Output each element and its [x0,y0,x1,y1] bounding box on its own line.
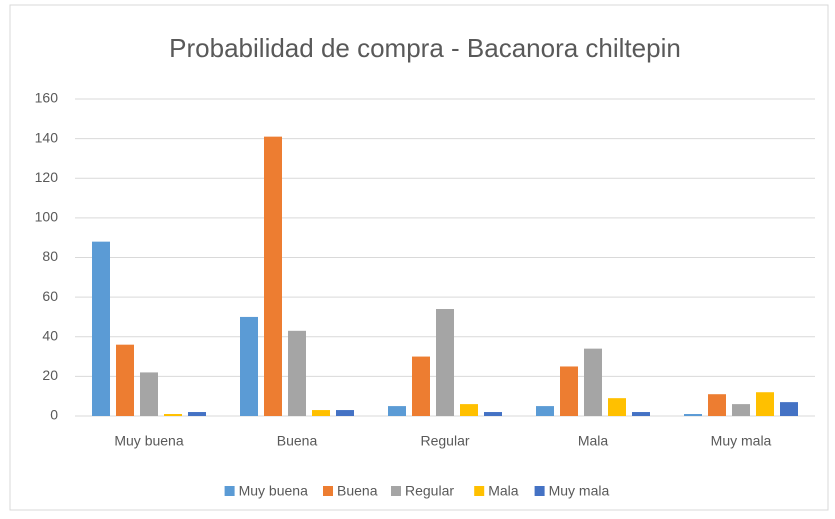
bar [684,414,702,416]
bar [560,366,578,416]
legend-label: Regular [405,483,454,499]
bar [264,136,282,417]
y-tick-label: 140 [35,129,59,145]
bar [312,410,330,416]
y-tick-label: 60 [42,288,58,304]
legend-swatch [474,486,485,496]
x-tick-label: Mala [578,433,609,449]
legend-label: Muy buena [239,483,308,499]
bar [92,241,110,416]
bar [756,392,774,416]
bar [780,402,798,416]
bar [388,406,406,416]
bar [584,348,602,416]
legend-swatch [323,486,333,496]
y-tick-label: 40 [42,327,58,343]
y-tick-label: 120 [35,169,59,185]
legend-swatch [534,486,545,496]
bar [116,344,134,416]
legend-swatch [224,486,235,496]
bar [140,372,158,416]
legend-label: Mala [488,483,519,499]
x-tick-label: Regular [420,433,469,449]
x-tick-label: Muy buena [114,433,183,449]
y-tick-label: 80 [42,248,58,264]
bar [708,394,726,416]
legend-label: Buena [337,483,378,499]
y-tick-label: 100 [35,209,59,225]
bar [188,412,206,416]
chart-title: Probabilidad de compra - Bacanora chilte… [169,33,681,63]
bar [460,404,478,416]
y-tick-label: 20 [42,367,58,383]
legend-label: Muy mala [549,483,610,499]
y-tick-label: 0 [50,407,58,423]
bar [412,356,430,416]
legend-swatch [391,486,401,496]
bar [288,330,306,416]
x-tick-label: Muy mala [711,433,772,449]
bar [436,309,454,416]
bar [164,414,182,416]
bar [240,316,258,416]
y-tick-label: 160 [35,90,59,106]
bar [536,406,554,416]
bar [632,412,650,416]
x-tick-label: Buena [277,433,318,449]
bar [484,412,502,416]
bar [336,410,354,416]
bar [608,398,626,416]
bar [732,404,750,416]
